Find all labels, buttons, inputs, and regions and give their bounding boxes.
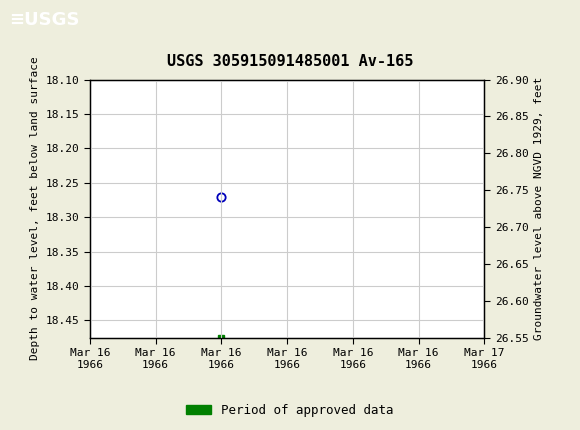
Text: ≡USGS: ≡USGS [9, 12, 79, 29]
Y-axis label: Depth to water level, feet below land surface: Depth to water level, feet below land su… [30, 57, 40, 360]
Y-axis label: Groundwater level above NGVD 1929, feet: Groundwater level above NGVD 1929, feet [534, 77, 544, 340]
Legend: Period of approved data: Period of approved data [181, 399, 399, 421]
Text: USGS 305915091485001 Av-165: USGS 305915091485001 Av-165 [167, 54, 413, 69]
